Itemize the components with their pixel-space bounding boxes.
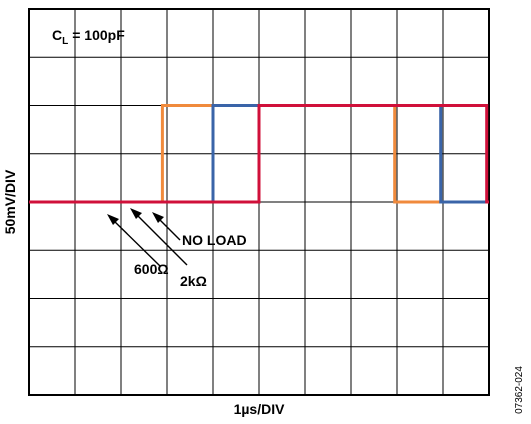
arrowhead-no-load (152, 212, 164, 223)
label-no-load: NO LOAD (182, 232, 247, 248)
trace-no-load (29, 104, 489, 204)
condition-prefix: C (52, 27, 62, 43)
arrowhead-2k (130, 208, 142, 219)
arrow-2k (134, 212, 188, 266)
label-600: 600Ω (134, 261, 169, 277)
condition-label: CL = 100pF (52, 27, 125, 47)
arrow-600 (111, 218, 161, 267)
arrow-no-load (156, 216, 181, 241)
condition-subscript: L (62, 36, 68, 47)
traces (29, 104, 489, 204)
figure-id: 07362-024 (514, 366, 525, 414)
x-axis-label: 1µs/DIV (234, 401, 286, 417)
condition-value: = 100pF (72, 27, 125, 43)
arrowhead-600 (107, 214, 119, 225)
label-2k: 2kΩ (180, 273, 207, 289)
y-axis-label: 50mV/DIV (2, 169, 18, 234)
